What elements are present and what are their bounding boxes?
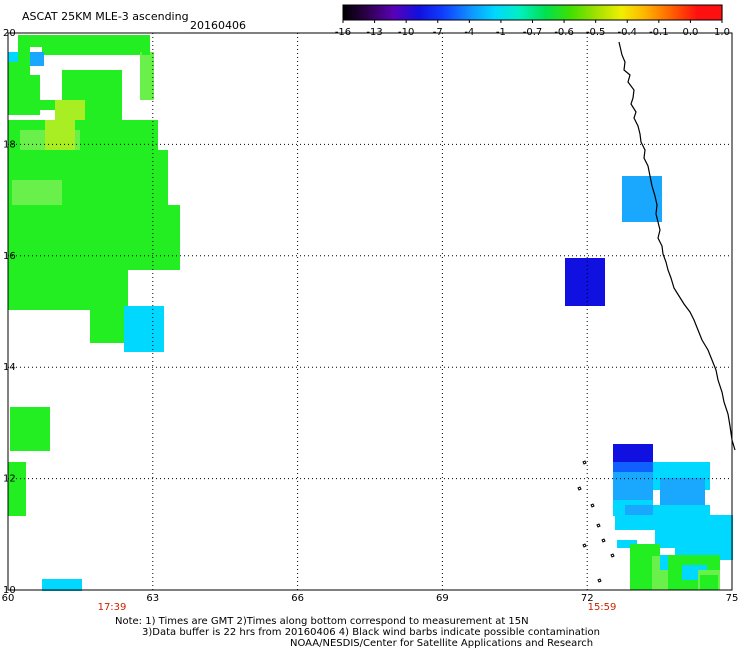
island-outline	[582, 543, 587, 548]
wind-cell	[613, 462, 653, 474]
coastline	[618, 41, 736, 451]
wind-cell	[625, 505, 655, 515]
wind-cell	[142, 35, 150, 55]
colorbar-segment	[545, 5, 571, 20]
latitude-label: 14	[3, 362, 16, 373]
island-outline	[597, 578, 602, 583]
longitude-label: 75	[726, 593, 739, 604]
colorbar-segment	[646, 5, 673, 20]
wind-cell	[90, 295, 126, 343]
colorbar-segment	[595, 5, 622, 20]
latitude-label: 20	[3, 28, 16, 39]
colorbar-segment	[393, 5, 420, 20]
longitude-label: 63	[146, 593, 159, 604]
colorbar-segment	[444, 5, 470, 20]
wind-cell	[615, 515, 655, 530]
island-outline	[601, 538, 606, 543]
wind-cell	[124, 306, 164, 352]
wind-cell	[40, 100, 62, 110]
latitude-label: 10	[3, 585, 16, 596]
footer-note-line1: Note: 1) Times are GMT 2)Times along bot…	[115, 616, 529, 627]
product-title: ASCAT 25KM MLE-3 ascending	[22, 10, 189, 23]
product-date: 20160406	[190, 19, 246, 32]
island-outline	[577, 486, 582, 491]
wind-cell	[8, 205, 180, 270]
wind-cell	[30, 52, 44, 66]
longitude-label: 72	[581, 593, 594, 604]
pass-time-label: 15:59	[588, 602, 617, 613]
longitude-label: 60	[2, 593, 15, 604]
colorbar-segment	[494, 5, 521, 20]
wind-cell	[42, 579, 82, 591]
longitude-label: 69	[436, 593, 449, 604]
pass-time-label: 17:39	[98, 602, 127, 613]
colorbar-segment	[343, 5, 369, 20]
wind-cell	[565, 258, 605, 306]
wind-cell	[8, 462, 26, 516]
island-outline	[596, 523, 601, 528]
latitude-label: 12	[3, 474, 16, 485]
footer-credit: NOAA/NESDIS/Center for Satellite Applica…	[290, 638, 594, 649]
colorbar-segment	[519, 5, 546, 20]
island-outline	[610, 553, 615, 558]
wind-cell	[613, 444, 653, 462]
colorbar-segment	[570, 5, 597, 20]
wind-cell	[10, 407, 50, 451]
wind-cell	[140, 52, 154, 100]
map-frame	[7, 32, 733, 591]
colorbar-segment	[368, 5, 395, 20]
colorbar-segment	[620, 5, 647, 20]
wind-cell	[42, 35, 142, 55]
island-outline	[590, 503, 595, 508]
wind-cell	[30, 35, 42, 47]
wind-cell	[60, 270, 100, 290]
latitude-label: 16	[3, 251, 16, 262]
wind-cell	[8, 52, 18, 62]
latitude-label: 18	[3, 139, 16, 150]
colorbar-segment	[696, 5, 723, 20]
longitude-label: 66	[291, 593, 304, 604]
colorbar-segment	[469, 5, 496, 20]
wind-cell	[8, 75, 40, 115]
island-outline	[582, 460, 587, 465]
footer-note-line2: 3)Data buffer is 22 hrs from 20160406 4)…	[142, 627, 600, 638]
colorbar-segment	[671, 5, 698, 20]
colorbar-segment	[418, 5, 445, 20]
wind-cell	[700, 575, 718, 590]
wind-cell	[617, 540, 637, 548]
wind-cell	[613, 472, 653, 500]
